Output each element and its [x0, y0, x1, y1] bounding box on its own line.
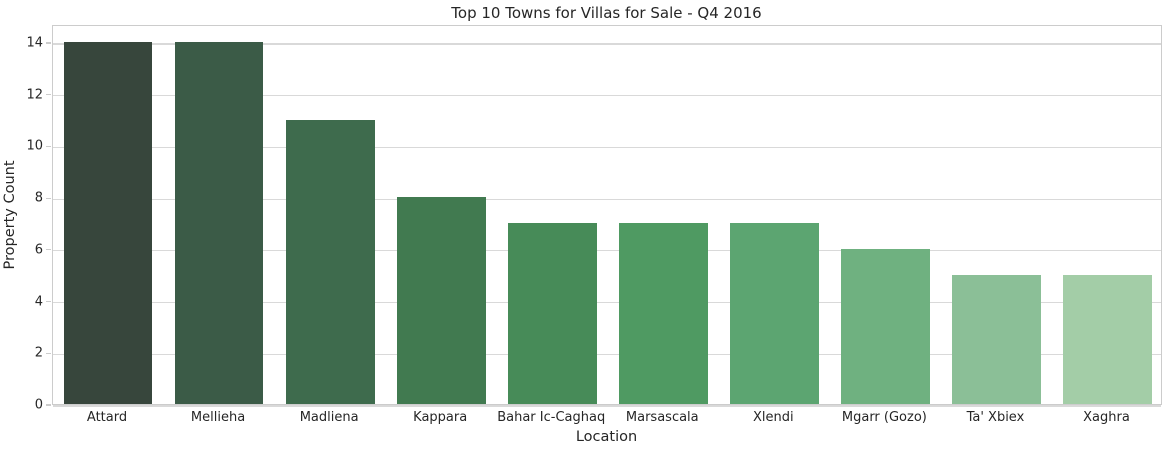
y-tick-mark	[46, 94, 51, 96]
gridline-y-4	[52, 301, 1161, 304]
x-tick-label: Mellieha	[190, 410, 246, 425]
y-tick-label: 8	[34, 190, 43, 206]
gridline-y-10	[52, 146, 1161, 149]
x-tick-label: Xaghra	[1083, 410, 1130, 425]
y-tick-label: 6	[34, 242, 43, 258]
y-tick-mark	[46, 249, 51, 251]
bar-mellieha	[174, 42, 264, 404]
bar-marsascala	[618, 223, 708, 404]
bar-xlendi	[729, 223, 819, 404]
gridline-y-8	[52, 198, 1161, 200]
bar-xaghra	[1063, 274, 1152, 404]
y-tick-label: 2	[34, 345, 43, 361]
y-tick-mark	[46, 42, 51, 44]
y-tick-mark	[46, 300, 51, 303]
y-tick-mark	[46, 352, 51, 354]
y-tick-mark	[46, 404, 51, 406]
y-tick-mark	[46, 197, 51, 199]
chart-title: Top 10 Towns for Villas for Sale - Q4 20…	[451, 4, 762, 22]
x-tick-label: Mgarr (Gozo)	[841, 410, 927, 425]
x-tick-label: Ta' Xbiex	[966, 410, 1025, 425]
y-tick-label: 12	[26, 87, 43, 103]
x-tick-label: Marsascala	[625, 410, 699, 425]
x-axis-label: Location	[575, 429, 638, 445]
bar-mgarr-gozo	[840, 248, 930, 404]
x-tick-label: Madliena	[299, 410, 359, 425]
x-tick-label: Kappara	[413, 410, 468, 425]
y-tick-label: 4	[34, 294, 43, 310]
bar-madliena	[285, 119, 375, 404]
gridline-y-2	[52, 353, 1161, 355]
x-tick-label: Xlendi	[753, 410, 794, 425]
y-tick-label: 10	[26, 138, 43, 154]
gridline-y-12	[52, 95, 1161, 97]
y-tick-mark	[46, 145, 51, 148]
bar-ta-xbiex	[952, 274, 1041, 404]
x-tick-label: Bahar Ic-Caghaq	[497, 410, 606, 425]
bar-bahar-ic-caghaq	[507, 223, 597, 404]
bar-attard	[63, 42, 153, 404]
y-tick-label: 14	[26, 35, 43, 51]
gridline-y-6	[52, 250, 1161, 252]
plot-area	[51, 25, 1162, 407]
y-tick-label: 0	[34, 397, 43, 413]
bar-kappara	[396, 197, 486, 404]
gridline-y-14	[52, 43, 1161, 45]
gridline-y-0	[52, 405, 1161, 407]
x-tick-label: Attard	[86, 410, 128, 425]
